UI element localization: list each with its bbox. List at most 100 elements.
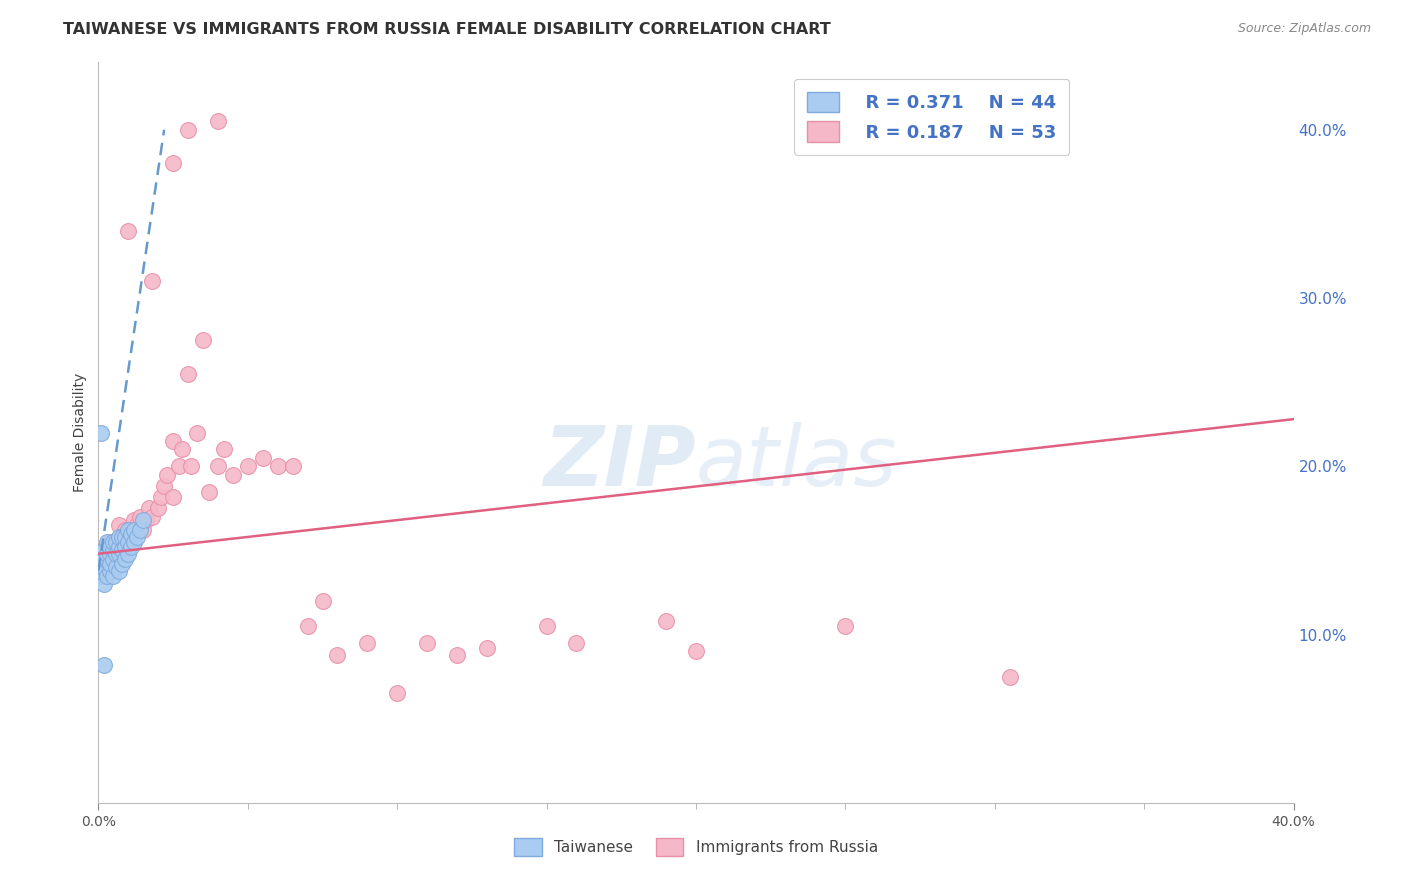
Point: [117, 224, 139, 238]
Point: [114, 523, 136, 537]
Point: [93, 551, 115, 566]
Point: [108, 547, 131, 561]
Point: [198, 484, 221, 499]
Point: [105, 535, 128, 549]
Point: [103, 535, 125, 549]
Point: [132, 523, 155, 537]
Point: [236, 459, 259, 474]
Point: [120, 526, 142, 541]
Point: [212, 442, 235, 457]
Point: [124, 513, 146, 527]
Point: [114, 540, 136, 554]
Point: [124, 535, 146, 549]
Point: [108, 564, 131, 578]
Point: [93, 543, 115, 558]
Point: [162, 434, 184, 448]
Point: [93, 657, 115, 672]
Point: [385, 686, 409, 700]
Point: [117, 547, 139, 561]
Point: [141, 509, 163, 524]
Point: [93, 560, 115, 574]
Point: [105, 560, 128, 574]
Point: [103, 543, 125, 558]
Point: [153, 479, 176, 493]
Point: [148, 501, 170, 516]
Point: [117, 535, 139, 549]
Point: [90, 425, 112, 440]
Point: [129, 509, 152, 524]
Point: [326, 648, 349, 662]
Point: [105, 535, 128, 549]
Point: [475, 640, 498, 655]
Point: [135, 513, 157, 527]
Point: [120, 523, 142, 537]
Point: [98, 547, 122, 561]
Point: [297, 619, 319, 633]
Point: [90, 560, 112, 574]
Point: [90, 551, 112, 566]
Point: [98, 564, 122, 578]
Text: TAIWANESE VS IMMIGRANTS FROM RUSSIA FEMALE DISABILITY CORRELATION CHART: TAIWANESE VS IMMIGRANTS FROM RUSSIA FEMA…: [63, 22, 831, 37]
Point: [281, 459, 304, 474]
Point: [685, 644, 707, 658]
Point: [138, 501, 160, 516]
Point: [96, 551, 118, 566]
Point: [536, 619, 558, 633]
Point: [120, 540, 142, 554]
Legend: Taiwanese, Immigrants from Russia: Taiwanese, Immigrants from Russia: [508, 832, 884, 862]
Point: [177, 122, 200, 136]
Point: [127, 530, 149, 544]
Point: [93, 577, 115, 591]
Point: [162, 490, 184, 504]
Point: [416, 636, 439, 650]
Point: [311, 594, 333, 608]
Point: [356, 636, 378, 650]
Point: [186, 425, 208, 440]
Point: [103, 551, 125, 566]
Point: [114, 530, 136, 544]
Point: [207, 459, 229, 474]
Point: [103, 568, 125, 582]
Point: [998, 670, 1021, 684]
Point: [98, 535, 122, 549]
Point: [108, 518, 131, 533]
Point: [191, 333, 214, 347]
Point: [167, 459, 190, 474]
Point: [117, 535, 139, 549]
Point: [129, 523, 152, 537]
Point: [108, 530, 131, 544]
Point: [96, 547, 118, 561]
Point: [156, 467, 179, 482]
Text: ZIP: ZIP: [543, 422, 696, 503]
Point: [655, 614, 678, 628]
Point: [98, 540, 122, 554]
Point: [111, 530, 134, 544]
Point: [252, 450, 274, 465]
Text: atlas: atlas: [696, 422, 897, 503]
Point: [117, 523, 139, 537]
Y-axis label: Female Disability: Female Disability: [73, 373, 87, 492]
Point: [124, 523, 146, 537]
Point: [172, 442, 194, 457]
Point: [108, 540, 131, 554]
Point: [98, 557, 122, 571]
Point: [222, 467, 245, 482]
Point: [834, 619, 856, 633]
Point: [162, 156, 184, 170]
Point: [90, 568, 112, 582]
Point: [180, 459, 202, 474]
Point: [96, 568, 118, 582]
Point: [111, 557, 134, 571]
Point: [132, 513, 155, 527]
Point: [127, 518, 149, 533]
Point: [111, 530, 134, 544]
Point: [177, 367, 200, 381]
Point: [446, 648, 468, 662]
Point: [114, 551, 136, 566]
Point: [207, 114, 229, 128]
Point: [267, 459, 290, 474]
Point: [150, 490, 173, 504]
Point: [141, 274, 163, 288]
Point: [565, 636, 588, 650]
Point: [111, 543, 134, 558]
